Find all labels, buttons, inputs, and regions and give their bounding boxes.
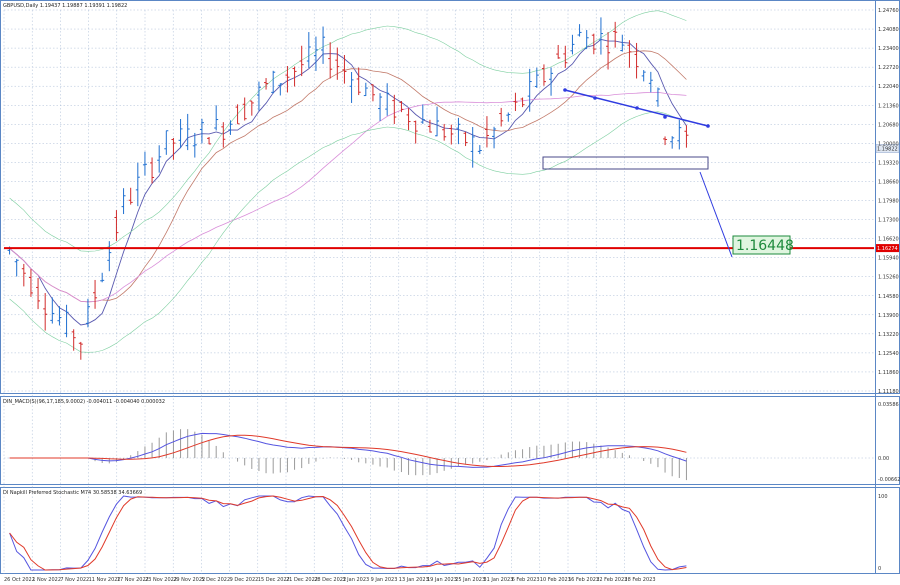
- trend-line-anchor: [706, 124, 710, 128]
- current-price-label: 1.19822: [877, 147, 898, 153]
- price-tick-label: 1.20680: [878, 122, 899, 128]
- price-tick-label: 1.11860: [878, 370, 899, 376]
- stochastic-d-line: [9, 495, 687, 571]
- support-price-tag: [876, 244, 899, 253]
- date-tick-label: 3 Jan 2023: [342, 577, 369, 583]
- price-tick-label: 1.20000: [878, 141, 899, 147]
- date-tick-label: 29 Nov 2022: [173, 577, 205, 583]
- macd-tick-label: 0.00: [878, 456, 889, 462]
- date-tick-label: 19 Jan 2023: [427, 577, 457, 583]
- date-tick-label: 15 Dec 2022: [258, 577, 290, 583]
- date-tick-label: 28 Feb 2023: [624, 577, 655, 583]
- price-tick-label: 1.13220: [878, 332, 899, 338]
- target-label-box: [732, 235, 791, 255]
- target-label-text: 1.16448: [736, 238, 794, 254]
- stoch-panel-frame: [0, 487, 900, 574]
- date-tick-label: 13 Jan 2023: [399, 577, 429, 583]
- price-tick-label: 1.15940: [878, 256, 899, 262]
- price-tick-label: 1.17980: [878, 199, 899, 205]
- price-tick-label: 1.11180: [878, 389, 899, 395]
- price-tick-label: 1.17300: [878, 218, 899, 224]
- bollinger-lower-line: [9, 111, 687, 353]
- date-tick-label: 9 Jan 2023: [371, 577, 398, 583]
- date-tick-label: 17 Nov 2022: [117, 577, 149, 583]
- projection-line: [699, 171, 733, 258]
- date-tick-label: 9 Dec 2022: [230, 577, 259, 583]
- bollinger-upper-line: [9, 10, 687, 252]
- macd-header: DIN_MACD(S)(96,17,185,9.0002) -0.004011 …: [3, 399, 165, 405]
- consolidation-box: [542, 156, 709, 170]
- trend-line-anchor: [563, 88, 567, 92]
- trend-line-anchor: [635, 106, 639, 110]
- date-tick-label: 5 Dec 2022: [201, 577, 230, 583]
- ma-slow-line: [9, 91, 687, 303]
- stochastic-panel: [9, 495, 687, 571]
- date-tick-label: 22 Feb 2023: [596, 577, 627, 583]
- grid: [3, 9, 874, 574]
- annotations: 1.16274 1.19822 1.16448: [4, 88, 900, 258]
- main-header: GBPUSD,Daily 1.19437 1.19887 1.19391 1.1…: [3, 3, 127, 9]
- candles: [7, 17, 689, 360]
- price-tick-label: 1.18660: [878, 179, 899, 185]
- price-tick-label: 1.12540: [878, 351, 899, 357]
- ma-fast-line: [9, 38, 687, 326]
- price-tick-label: 1.13900: [878, 313, 899, 319]
- date-tick-label: 28 Dec 2022: [314, 577, 346, 583]
- macd-line: [9, 432, 687, 468]
- date-tick-label: 6 Feb 2023: [512, 577, 540, 583]
- date-tick-label: 1 Nov 2022: [32, 577, 61, 583]
- price-tick-label: 1.16620: [878, 237, 899, 243]
- trend-line-anchor: [663, 115, 667, 119]
- main-panel-frame: [0, 0, 900, 394]
- main-indicator-lines: [9, 10, 687, 353]
- stochastic-k-line: [9, 495, 687, 571]
- price-tick-label: 1.23400: [878, 46, 899, 52]
- macd-panel: [4, 429, 874, 481]
- date-tick-label: 16 Feb 2023: [568, 577, 599, 583]
- current-price-tag: [875, 144, 900, 153]
- date-tick-label: 10 Feb 2023: [540, 577, 571, 583]
- price-tick-label: 1.14580: [878, 294, 899, 300]
- date-tick-label: 11 Nov 2022: [89, 577, 121, 583]
- date-tick-label: 31 Jan 2023: [483, 577, 513, 583]
- macd-tick-label: 0.03586: [878, 402, 899, 408]
- ma-mid-line: [9, 50, 687, 303]
- price-tick-label: 1.24760: [878, 8, 899, 14]
- support-price-label: 1.16274: [877, 246, 898, 252]
- price-tick-label: 1.15260: [878, 275, 899, 281]
- price-tick-label: 1.21360: [878, 103, 899, 109]
- date-tick-label: 7 Nov 2022: [60, 577, 89, 583]
- price-tick-label: 1.22040: [878, 84, 899, 90]
- price-tick-label: 1.24080: [878, 27, 899, 33]
- date-tick-label: 23 Nov 2022: [145, 577, 177, 583]
- price-tick-label: 1.22720: [878, 65, 899, 71]
- stoch-header: DI Napkill Preferred Stochastic M74 30.5…: [3, 490, 142, 496]
- axes: 1.24760 1.24080 1.23400 1.22720 1.22040 1.213…: [4, 8, 900, 583]
- date-tick-label: 25 Jan 2023: [455, 577, 485, 583]
- macd-tick-label: -0.006622: [878, 477, 900, 483]
- macd-panel-frame: [0, 396, 900, 485]
- trend-line-anchor: [593, 96, 597, 100]
- stoch-tick-label: 0: [878, 566, 881, 572]
- stoch-tick-label: 100: [878, 494, 888, 500]
- macd-signal-line: [9, 434, 687, 467]
- date-tick-label: 21 Dec 2022: [286, 577, 318, 583]
- date-tick-label: 26 Oct 2022: [4, 577, 35, 583]
- price-tick-label: 1.19320: [878, 160, 899, 166]
